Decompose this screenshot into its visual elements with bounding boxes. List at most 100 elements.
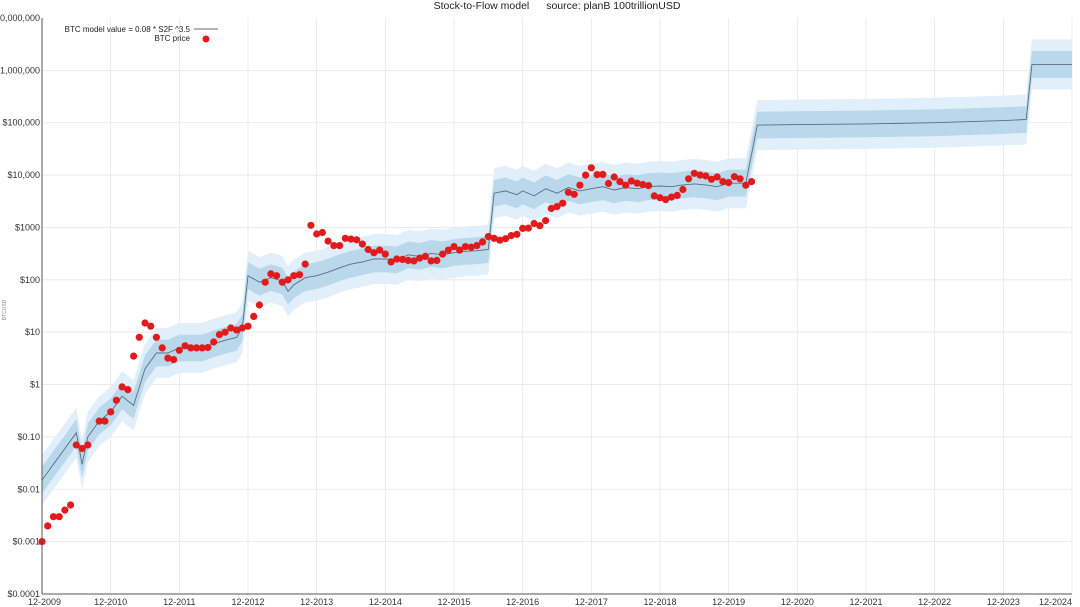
model-band-inner bbox=[42, 51, 1072, 494]
price-point bbox=[324, 237, 332, 245]
y-tick-label: $0.001 bbox=[12, 537, 40, 547]
x-tick-label: 12-2017 bbox=[575, 597, 608, 607]
price-point bbox=[204, 343, 212, 352]
price-point bbox=[227, 324, 235, 332]
price-point bbox=[421, 252, 429, 260]
price-point bbox=[416, 254, 424, 262]
price-point bbox=[610, 173, 618, 181]
price-point bbox=[559, 199, 567, 207]
price-point bbox=[587, 164, 595, 172]
price-point bbox=[72, 441, 80, 449]
legend-label-model: BTC model value = 0.08 * S2F ^3.5 bbox=[65, 25, 191, 34]
price-point bbox=[353, 236, 361, 244]
price-point bbox=[582, 171, 590, 179]
price-point bbox=[158, 344, 166, 352]
y-tick-label: $0.01 bbox=[17, 484, 40, 494]
price-point bbox=[427, 257, 435, 265]
y-tick-label: $100,000 bbox=[2, 118, 40, 128]
y-tick-labels: $0.0001 $0.001 $0.01 $0.10 $1 $10 $100 $1000 $10… bbox=[0, 13, 40, 599]
y-tick-label: $1 bbox=[30, 380, 40, 390]
price-point bbox=[536, 222, 544, 230]
price-point bbox=[662, 196, 670, 204]
price-point bbox=[341, 234, 349, 242]
price-point bbox=[496, 236, 504, 244]
price-point bbox=[370, 249, 378, 257]
price-point bbox=[147, 322, 155, 330]
y-tick-label: $10 bbox=[25, 327, 40, 337]
chart-subtitle: source: planB 100trillionUSD bbox=[546, 0, 681, 12]
price-point bbox=[198, 344, 206, 352]
x-tick-label: 12-2012 bbox=[231, 597, 264, 607]
chart-title-main: Stock-to-Flow model bbox=[434, 0, 530, 12]
price-point bbox=[622, 181, 630, 189]
price-point bbox=[456, 246, 464, 254]
price-point bbox=[284, 276, 292, 284]
price-point bbox=[49, 513, 58, 521]
price-point bbox=[690, 169, 698, 177]
price-point bbox=[433, 256, 441, 264]
x-tick-label: 12-2023 bbox=[987, 597, 1020, 607]
price-point bbox=[484, 233, 492, 241]
price-point bbox=[95, 417, 103, 425]
price-point bbox=[564, 188, 573, 196]
price-point bbox=[164, 354, 172, 362]
price-point bbox=[61, 506, 69, 514]
price-point bbox=[513, 230, 521, 238]
price-point bbox=[295, 271, 304, 279]
model-band-inner-area bbox=[42, 51, 1072, 494]
price-point bbox=[490, 234, 498, 242]
price-point bbox=[725, 179, 733, 187]
y-tick-label: $0.10 bbox=[17, 432, 40, 442]
price-point bbox=[599, 170, 607, 178]
price-point bbox=[507, 232, 515, 240]
x-tick-label: 12-2019 bbox=[712, 597, 745, 607]
x-tick-label: 12-2013 bbox=[300, 597, 333, 607]
price-point bbox=[175, 346, 183, 354]
price-point bbox=[141, 319, 149, 327]
x-tick-labels: 12-2009 12-2010 12-2011 12-2012 12-2013 12-20… bbox=[28, 597, 1072, 607]
price-point bbox=[479, 238, 487, 246]
price-point bbox=[301, 260, 309, 268]
price-point bbox=[84, 441, 92, 449]
price-point bbox=[645, 182, 653, 190]
x-tick-label: 12-2020 bbox=[781, 597, 814, 607]
x-tick-label: 12-2021 bbox=[849, 597, 882, 607]
price-point bbox=[633, 179, 641, 187]
price-point bbox=[616, 178, 624, 186]
price-point bbox=[570, 190, 578, 198]
price-point bbox=[576, 181, 584, 189]
x-tick-label: 12-2015 bbox=[437, 597, 470, 607]
price-point bbox=[221, 328, 229, 336]
price-point bbox=[347, 235, 355, 243]
price-point bbox=[278, 278, 286, 286]
price-point bbox=[210, 338, 218, 346]
price-point bbox=[233, 326, 241, 334]
price-point bbox=[112, 396, 120, 404]
price-point bbox=[730, 173, 739, 181]
price-point bbox=[107, 408, 115, 416]
price-point bbox=[547, 204, 555, 213]
legend: BTC model value = 0.08 * S2F ^3.5 BTC pr… bbox=[65, 25, 218, 43]
chart-title: Stock-to-Flow model source: planB 100tri… bbox=[434, 0, 681, 12]
price-point bbox=[318, 228, 326, 237]
price-point bbox=[124, 386, 132, 394]
legend-swatch-price bbox=[202, 35, 210, 43]
x-tick-label: 12-2014 bbox=[369, 597, 402, 607]
x-tick-label: 12-2018 bbox=[643, 597, 676, 607]
y-tick-label: $10,000 bbox=[7, 170, 40, 180]
price-point bbox=[313, 230, 321, 238]
price-point bbox=[187, 344, 195, 352]
y-tick-label: $100 bbox=[20, 275, 40, 285]
price-point bbox=[364, 245, 372, 254]
price-point bbox=[44, 522, 52, 530]
price-point bbox=[404, 256, 412, 264]
price-point bbox=[118, 383, 126, 391]
price-point bbox=[467, 243, 475, 251]
price-point bbox=[135, 333, 143, 341]
price-point bbox=[639, 180, 647, 189]
price-point bbox=[215, 331, 223, 339]
price-point bbox=[524, 224, 533, 232]
price-point bbox=[501, 235, 510, 243]
y-tick-label: $0.0001 bbox=[7, 589, 40, 599]
